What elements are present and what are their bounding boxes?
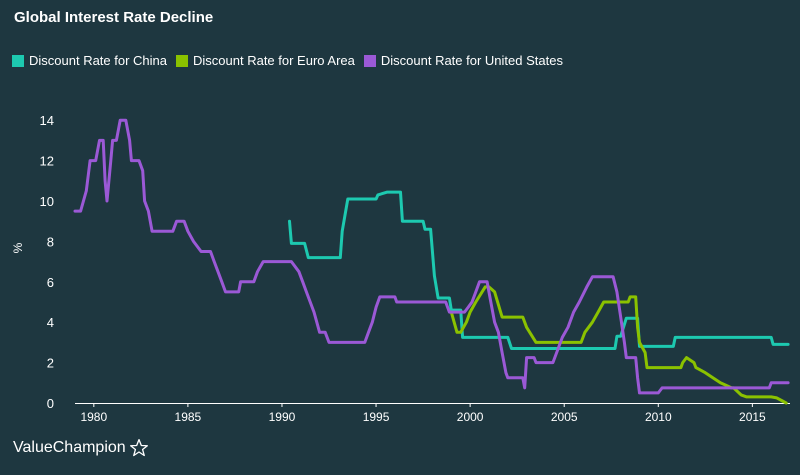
legend-item-euro-area: Discount Rate for Euro Area bbox=[176, 53, 355, 68]
legend: Discount Rate for China Discount Rate fo… bbox=[12, 53, 572, 68]
legend-label-united-states: Discount Rate for United States bbox=[380, 53, 563, 68]
y-tick-label: 0 bbox=[47, 396, 54, 411]
y-tick-label: 4 bbox=[47, 315, 54, 330]
x-tick-label: 2015 bbox=[739, 410, 766, 424]
legend-label-euro-area: Discount Rate for Euro Area bbox=[193, 53, 355, 68]
y-tick-label: 12 bbox=[40, 154, 54, 169]
x-tick-label: 2000 bbox=[457, 410, 484, 424]
star-icon bbox=[129, 439, 148, 457]
legend-item-china: Discount Rate for China bbox=[12, 53, 167, 68]
chart-series bbox=[73, 118, 790, 405]
x-tick-label: 1985 bbox=[175, 410, 202, 424]
x-tick-label: 2010 bbox=[645, 410, 672, 424]
legend-swatch-euro-area bbox=[176, 54, 189, 67]
series-line-united-states bbox=[73, 118, 790, 395]
legend-label-china: Discount Rate for China bbox=[29, 53, 168, 68]
y-tick-label: 8 bbox=[47, 234, 54, 249]
x-tick-label: 1995 bbox=[363, 410, 390, 424]
brand-name: ValueChampion bbox=[13, 439, 126, 456]
y-tick-label: 2 bbox=[47, 356, 54, 371]
chart-title: Global Interest Rate Decline bbox=[14, 9, 214, 26]
series-line-china bbox=[288, 190, 790, 350]
y-tick-label: 14 bbox=[40, 113, 54, 128]
x-tick-label: 1980 bbox=[80, 410, 107, 424]
legend-item-united-states: Discount Rate for United States bbox=[363, 53, 563, 68]
legend-swatch-china bbox=[12, 54, 24, 67]
x-tick-label: 2005 bbox=[551, 410, 578, 424]
x-tick-label: 1990 bbox=[269, 410, 296, 424]
chart-axes: 1980 1985 1990 1995 2000 2005 2010 2015 0 2 4 6 8 10 1… bbox=[11, 113, 790, 424]
y-tick-label: 6 bbox=[47, 275, 54, 290]
brand-logo: ValueChampion bbox=[13, 438, 149, 458]
legend-swatch-united-states bbox=[363, 54, 376, 67]
y-axis-label: % bbox=[11, 242, 25, 253]
y-tick-label: 10 bbox=[40, 194, 54, 209]
